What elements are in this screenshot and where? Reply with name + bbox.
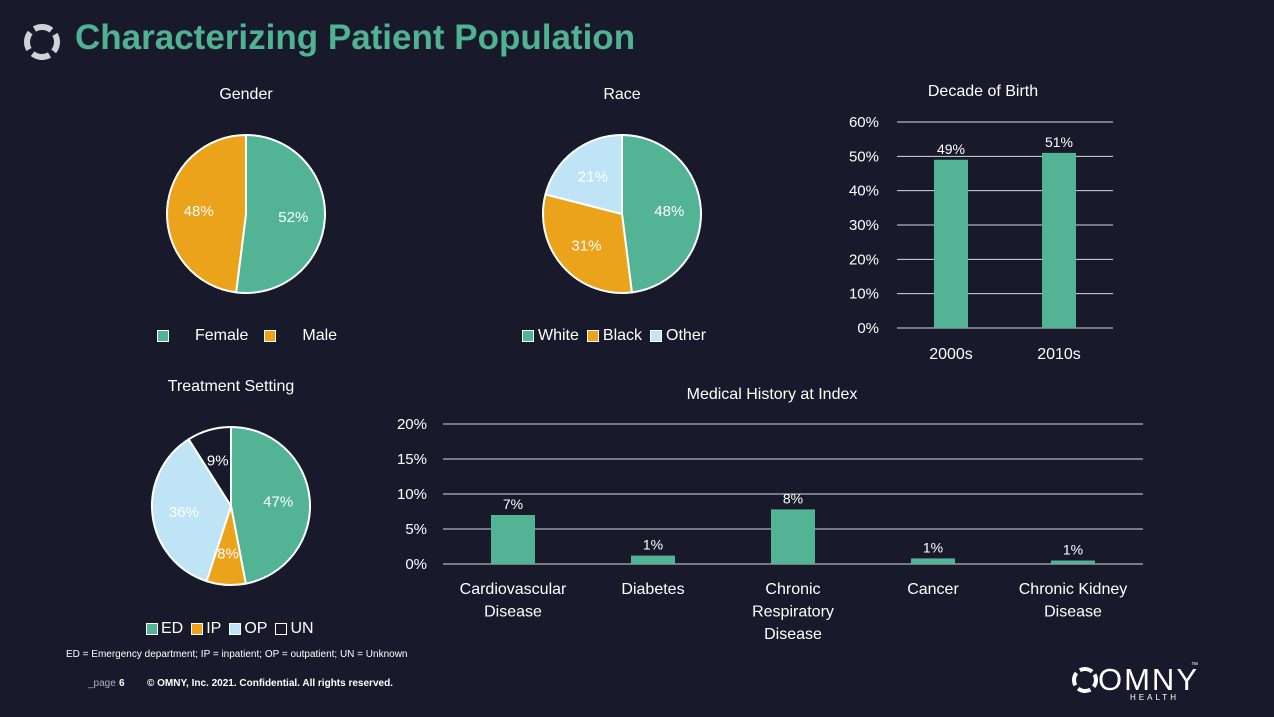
legend-label-other: Other xyxy=(666,327,707,344)
x-tick-label: Chronic xyxy=(765,581,820,598)
y-tick-label: 10% xyxy=(849,286,879,303)
legend-swatch-female xyxy=(157,330,169,342)
legend-swatch-male xyxy=(264,330,277,342)
data-label: 51% xyxy=(1045,134,1073,150)
pie-label-ed: 47% xyxy=(263,494,293,511)
pie-label-white: 48% xyxy=(654,203,684,220)
pie-label-black: 31% xyxy=(571,237,601,254)
bar xyxy=(771,509,815,564)
legend-label-female: Female xyxy=(195,327,249,344)
bar xyxy=(934,159,968,328)
x-tick-label: Disease xyxy=(484,604,542,621)
x-tick-label: Chronic Kidney xyxy=(1019,581,1128,598)
y-tick-label: 20% xyxy=(397,416,427,433)
x-tick-label: Cancer xyxy=(907,581,959,598)
legend-label-op: OP xyxy=(244,620,268,637)
legend-label-un: UN xyxy=(290,620,314,637)
x-tick-label: Diabetes xyxy=(621,581,684,598)
y-tick-label: 60% xyxy=(849,114,879,131)
decade-bar-chart: 0% 10% 20% 30% 40% 50% 60% 49% 2000s 51% 2010s xyxy=(849,114,1113,363)
legend-label-white: White xyxy=(538,327,579,344)
x-tick-label: 2000s xyxy=(929,346,973,363)
pie-label-male: 48% xyxy=(184,203,214,220)
legend-swatch-black xyxy=(586,330,599,342)
race-chart-title: Race xyxy=(603,86,641,103)
y-tick-label: 5% xyxy=(405,521,427,538)
treatment-pie-chart: 47% 8% 36% 9% xyxy=(151,425,312,586)
y-tick-label: 0% xyxy=(857,320,879,337)
brand-logo: OMNY ™ HEALTH xyxy=(1068,660,1198,704)
bar xyxy=(911,558,955,564)
y-tick-label: 30% xyxy=(849,217,879,234)
legend-swatch-op xyxy=(229,623,242,635)
bar xyxy=(1051,560,1095,564)
legend-swatch-ip xyxy=(191,623,204,635)
pie-label-other: 21% xyxy=(578,169,608,186)
legend-swatch-white xyxy=(522,330,534,342)
y-tick-label: 0% xyxy=(405,556,427,573)
brand-subtitle: HEALTH xyxy=(1130,693,1179,702)
pie-label-op: 36% xyxy=(169,504,199,521)
y-tick-label: 40% xyxy=(849,183,879,200)
bar xyxy=(1042,152,1076,328)
omny-logo-icon xyxy=(24,24,60,60)
pie-slice-op xyxy=(151,437,233,583)
gender-pie-chart: 52% 48% xyxy=(166,133,326,294)
footnote: ED = Emergency department; IP = inpatien… xyxy=(66,649,408,660)
data-label: 1% xyxy=(643,537,663,553)
gender-legend: Female Male xyxy=(157,327,337,345)
bar xyxy=(491,515,535,564)
pie-slice-other xyxy=(544,133,623,216)
data-label: 1% xyxy=(1063,542,1083,558)
page-label: _page xyxy=(88,678,116,689)
x-tick-label: Respiratory xyxy=(752,604,834,621)
y-tick-label: 50% xyxy=(849,148,879,165)
legend-swatch-ed xyxy=(146,623,158,635)
legend-label-black: Black xyxy=(602,327,643,344)
legend-label-male: Male xyxy=(302,327,338,344)
x-tick-label: 2010s xyxy=(1037,346,1081,363)
brand-ring-icon xyxy=(1072,667,1098,693)
copyright: © OMNY, Inc. 2021. Confidential. All rig… xyxy=(147,678,393,689)
page-title: Characterizing Patient Population xyxy=(75,18,636,57)
data-label: 8% xyxy=(783,490,803,506)
race-legend: White Black Other xyxy=(522,327,706,345)
legend-swatch-un xyxy=(275,623,288,635)
y-tick-label: 10% xyxy=(397,486,427,503)
pie-slice-black xyxy=(542,193,634,294)
x-tick-label: Cardiovascular xyxy=(460,581,567,598)
legend-label-ed: ED xyxy=(161,620,184,637)
pie-slice-white xyxy=(621,133,702,294)
pie-label-female: 52% xyxy=(278,209,308,226)
pie-slice-un xyxy=(187,425,232,510)
bar xyxy=(631,555,675,564)
history-bar-chart: 0% 5% 10% 15% 20% 7% Cardiovascular Disease 1% Di… xyxy=(397,416,1143,643)
data-label: 49% xyxy=(937,141,965,157)
x-tick-label: Disease xyxy=(764,626,822,643)
pie-slice-female xyxy=(234,133,326,294)
pie-slice-ed xyxy=(230,425,312,585)
brand-name: OMNY xyxy=(1098,662,1199,697)
brand-trademark: ™ xyxy=(1191,662,1198,669)
history-chart-title: Medical History at Index xyxy=(686,386,858,403)
y-tick-label: 15% xyxy=(397,451,427,468)
treatment-legend: ED IP OP UN xyxy=(146,620,314,638)
treatment-chart-title: Treatment Setting xyxy=(167,378,295,395)
data-label: 7% xyxy=(503,496,523,512)
race-pie-chart: 48% 31% 21% xyxy=(542,133,702,294)
legend-swatch-other xyxy=(650,330,663,342)
pie-slice-male xyxy=(166,133,247,294)
legend-label-ip: IP xyxy=(206,620,222,637)
pie-label-ip: 8% xyxy=(217,545,239,562)
pie-label-un: 9% xyxy=(207,452,229,469)
decade-chart-title: Decade of Birth xyxy=(927,83,1039,100)
gender-chart-title: Gender xyxy=(219,86,273,103)
page-number: 6 xyxy=(119,678,125,689)
y-tick-label: 20% xyxy=(849,251,879,268)
x-tick-label: Disease xyxy=(1044,604,1102,621)
data-label: 1% xyxy=(923,539,943,555)
